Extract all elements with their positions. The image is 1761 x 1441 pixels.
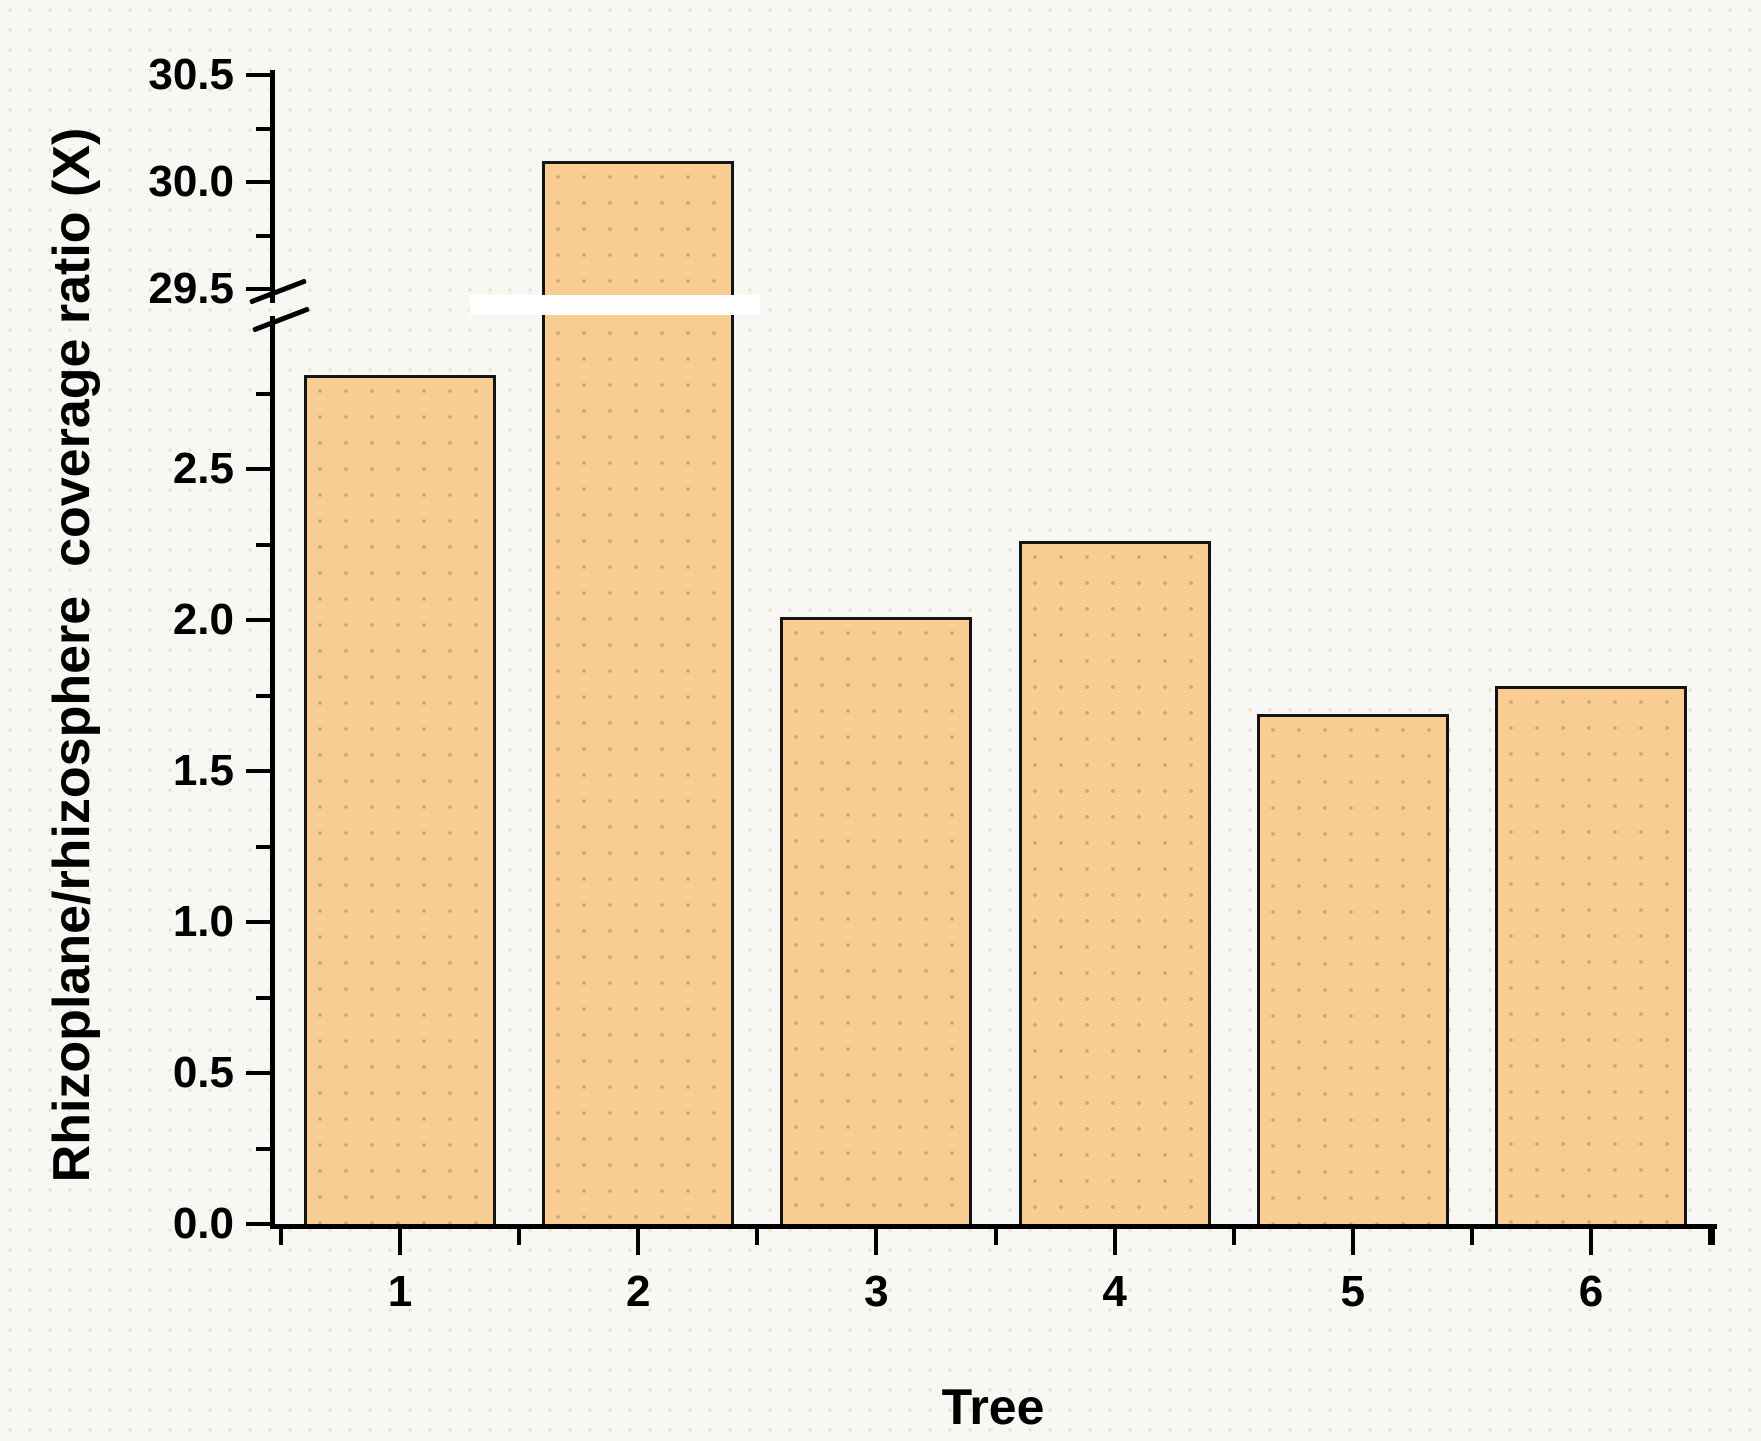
y-minor-tick <box>256 126 270 131</box>
x-major-tick <box>398 1229 402 1255</box>
x-tick-label: 6 <box>1578 1267 1604 1316</box>
x-major-tick <box>636 1229 641 1255</box>
x-minor-tick <box>278 1229 283 1245</box>
y-major-tick <box>246 1222 270 1226</box>
y-major-tick <box>246 180 270 184</box>
x-tick-label: 1 <box>387 1267 413 1316</box>
x-minor-tick <box>1469 1229 1474 1245</box>
axis-break-slash-lower <box>252 306 310 333</box>
x-tick-label: 4 <box>1102 1267 1127 1316</box>
bar-tree-1 <box>304 375 496 1227</box>
bar-tree-2 <box>542 160 735 1227</box>
x-major-tick <box>874 1229 879 1255</box>
x-major-tick <box>1350 1229 1355 1255</box>
y-tick-label: 1.0 <box>172 897 234 946</box>
x-axis <box>270 1224 1717 1229</box>
y-tick-label: 30.5 <box>148 50 234 99</box>
x-minor-tick <box>993 1229 998 1245</box>
y-tick-label: 2.0 <box>172 595 234 644</box>
x-axis-title: Tree <box>941 1379 1045 1435</box>
bar-tree-3 <box>780 616 973 1227</box>
y-major-tick <box>246 920 270 924</box>
x-minor-tick <box>1708 1229 1713 1245</box>
x-minor-tick <box>1231 1229 1236 1245</box>
x-minor-tick <box>755 1229 760 1245</box>
y-minor-tick <box>256 844 270 849</box>
y-minor-tick <box>256 995 270 1000</box>
y-major-tick <box>246 467 270 471</box>
y-tick-label: 29.5 <box>148 264 234 313</box>
y-tick-label: 30.0 <box>148 157 234 206</box>
y-major-tick <box>246 618 270 622</box>
x-minor-tick <box>1711 1229 1715 1245</box>
y-tick-label: 0.0 <box>172 1199 234 1248</box>
x-tick-label: 5 <box>1340 1267 1366 1316</box>
x-major-tick <box>1589 1229 1593 1255</box>
y-major-tick <box>246 769 270 773</box>
y-minor-tick <box>256 693 270 698</box>
x-tick-label: 2 <box>625 1267 651 1316</box>
x-major-tick <box>1112 1229 1117 1255</box>
bar-tree-5 <box>1256 713 1449 1227</box>
y-tick-label: 2.5 <box>172 444 234 493</box>
bar-tree-6 <box>1495 686 1687 1227</box>
axis-break-band <box>470 295 760 315</box>
x-tick-label: 3 <box>864 1267 889 1316</box>
y-tick-label: 1.5 <box>172 746 234 795</box>
y-major-tick <box>246 1071 270 1075</box>
axis-break-slash-upper <box>249 278 307 305</box>
y-axis-lower-segment <box>270 316 275 1229</box>
y-minor-tick <box>256 233 270 238</box>
y-minor-tick <box>256 391 270 396</box>
x-minor-tick <box>517 1229 522 1245</box>
bar-tree-4 <box>1018 541 1211 1227</box>
y-minor-tick <box>256 1146 270 1151</box>
y-tick-label: 0.5 <box>172 1048 234 1097</box>
y-minor-tick <box>256 542 270 547</box>
y-major-tick <box>246 287 270 291</box>
y-major-tick <box>246 73 270 77</box>
y-axis-upper-segment <box>270 70 275 303</box>
